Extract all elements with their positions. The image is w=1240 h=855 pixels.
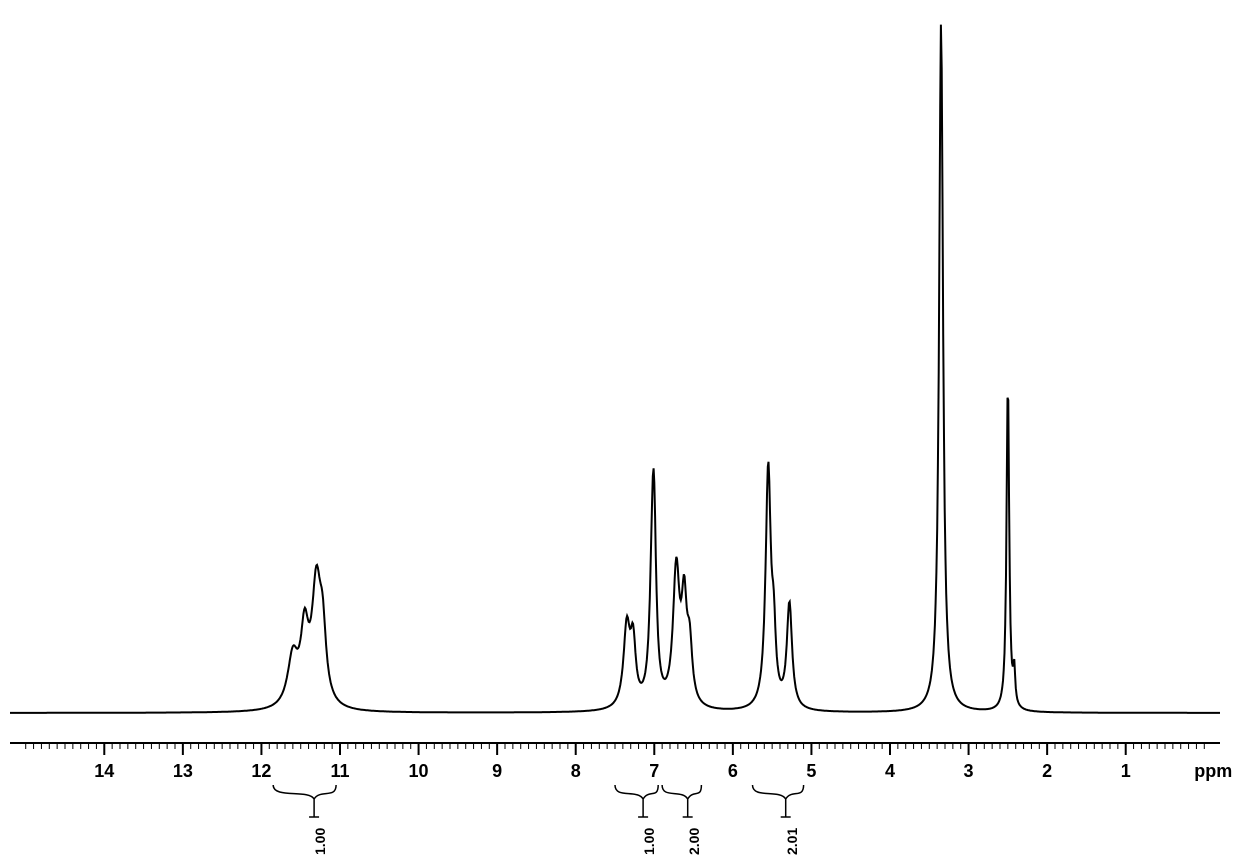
integral-bracket: [753, 785, 804, 817]
integral-bracket: [273, 785, 336, 817]
x-tick-label: 13: [173, 761, 193, 782]
x-tick-label: 14: [94, 761, 114, 782]
x-tick-label: 2: [1042, 761, 1052, 782]
nmr-spectrum-container: 1413121110987654321ppm1.001.002.002.01: [0, 0, 1240, 840]
integral-value-label: 1.00: [641, 828, 657, 855]
spectrum-trace: [10, 25, 1220, 713]
x-tick-label: 1: [1121, 761, 1131, 782]
x-tick-label: 7: [649, 761, 659, 782]
x-tick-label: 8: [571, 761, 581, 782]
integral-value-label: 1.00: [312, 828, 328, 855]
x-axis-unit-label: ppm: [1194, 761, 1232, 782]
integral-bracket: [662, 785, 701, 817]
x-tick-label: 4: [885, 761, 895, 782]
x-tick-label: 9: [492, 761, 502, 782]
x-tick-label: 10: [409, 761, 429, 782]
x-tick-label: 3: [964, 761, 974, 782]
integral-value-label: 2.00: [686, 828, 702, 855]
integral-value-label: 2.01: [784, 828, 800, 855]
x-tick-label: 12: [251, 761, 271, 782]
integral-bracket: [615, 785, 658, 817]
x-tick-label: 11: [330, 761, 349, 782]
x-tick-label: 5: [806, 761, 816, 782]
x-tick-label: 6: [728, 761, 738, 782]
spectrum-svg: [0, 0, 1240, 840]
